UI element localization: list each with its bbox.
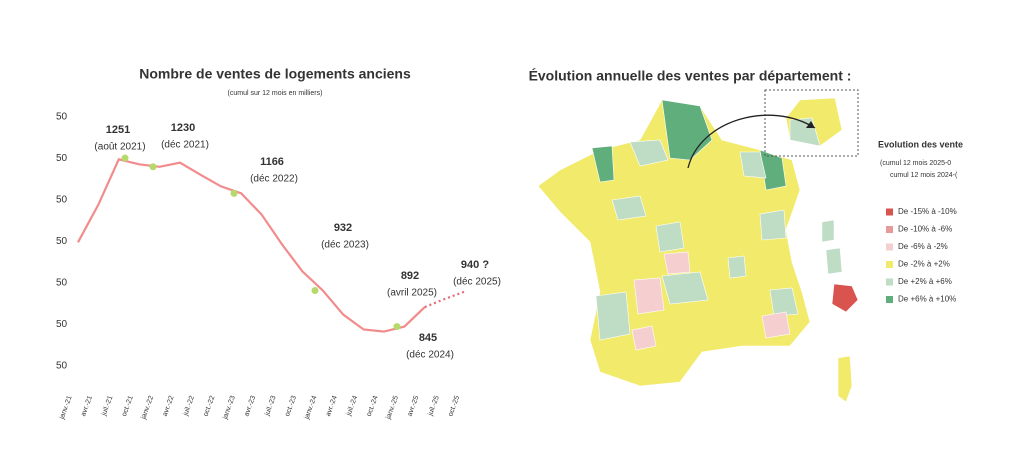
x-tick-label: juil.-23 <box>264 395 278 418</box>
x-tick-label: janv.-25 <box>385 395 400 421</box>
region <box>591 145 615 183</box>
annotation-date: (déc 2021) <box>161 140 209 151</box>
y-tick-label: 50 <box>56 361 68 372</box>
line-chart: 50 50 50 50 50 50 50 janv.-21 avr.-21 juil.-21 oct… <box>56 112 501 422</box>
arrow-head <box>806 121 815 128</box>
annotation-marker <box>311 286 319 294</box>
y-tick-label: 50 <box>56 112 68 123</box>
region <box>727 255 747 279</box>
legend-label: De +2% à +6% <box>898 277 952 286</box>
x-tick-label: oct.-21 <box>121 395 135 418</box>
x-tick-label: juil.-25 <box>427 395 441 418</box>
island <box>831 283 859 313</box>
legend-label: De -6% à -2% <box>898 242 948 251</box>
legend-swatch <box>886 243 893 251</box>
chart-title: Nombre de ventes de logements anciens <box>139 66 411 82</box>
x-tick-label: avr.-25 <box>407 395 421 418</box>
x-tick-label: avr.-22 <box>162 395 176 418</box>
region <box>631 325 657 351</box>
legend-swatch <box>886 296 893 303</box>
annotation-marker <box>393 323 401 331</box>
annotation-date: (déc 2025) <box>453 277 501 288</box>
legend-swatch <box>886 278 893 286</box>
x-tick-label: oct.-22 <box>203 395 217 418</box>
legend-swatch <box>886 261 893 268</box>
region <box>595 291 631 341</box>
legend-label: De -2% à +2% <box>898 260 950 269</box>
y-tick-label: 50 <box>56 319 68 330</box>
x-tick-label: avr.-24 <box>325 395 339 418</box>
annotation-date: (déc 2022) <box>250 174 298 185</box>
y-tick-label: 50 <box>56 195 68 206</box>
x-tick-label: janv.-22 <box>140 395 155 421</box>
x-tick-label: juil.-21 <box>100 395 114 418</box>
region <box>761 311 791 339</box>
legend-swatch <box>886 208 893 216</box>
annotation-value: 1230 <box>171 122 195 134</box>
legend-note: cumul 12 mois 2024-( <box>890 172 958 179</box>
region <box>769 287 799 317</box>
annotation-value: 940 ? <box>461 259 489 271</box>
region <box>629 139 669 167</box>
x-tick-label: janv.-21 <box>58 395 73 421</box>
chart-subtitle: (cumul sur 12 mois en milliers) <box>228 90 323 97</box>
inset-frame <box>764 89 859 157</box>
x-tick-label: juil.-22 <box>182 395 196 418</box>
annotation-marker <box>230 189 238 197</box>
region <box>759 209 787 241</box>
annotation-marker <box>121 154 129 162</box>
legend-label: De -15% à -10% <box>898 207 957 216</box>
region <box>663 251 691 275</box>
annotation-date: (août 2021) <box>94 142 145 153</box>
legend-label: De +6% à +10% <box>898 295 956 304</box>
annotation-value: 1251 <box>106 124 130 136</box>
x-tick-label: oct.-24 <box>366 395 380 418</box>
region <box>739 151 767 179</box>
region <box>655 221 685 253</box>
arrow <box>687 114 816 169</box>
annotation-date: (déc 2023) <box>321 240 369 251</box>
y-tick-label: 50 <box>56 153 68 164</box>
x-tick-label: janv.-23 <box>222 395 237 421</box>
legend-title: Evolution des vente <box>878 139 963 149</box>
annotation-value: 932 <box>334 222 352 234</box>
series-line <box>424 290 466 309</box>
annotation-value: 892 <box>401 270 419 282</box>
island <box>837 355 853 403</box>
map <box>537 89 859 403</box>
region <box>633 277 665 315</box>
y-tick-label: 50 <box>56 236 68 247</box>
island <box>825 247 843 275</box>
annotation-value: 1166 <box>260 156 284 168</box>
island <box>821 219 835 243</box>
x-tick-label: oct.-25 <box>447 395 461 418</box>
annotation-marker <box>149 163 157 171</box>
legend-swatch <box>886 226 893 233</box>
legend: De -15% à -10% De -10% à -6% De -6% à -2% D… <box>886 207 957 304</box>
annotation-date: (avril 2025) <box>387 288 437 299</box>
legend-label: De -10% à -6% <box>898 225 952 234</box>
region <box>661 271 709 305</box>
annotation-value: 845 <box>419 332 437 344</box>
x-tick-label: oct.-23 <box>284 395 298 418</box>
annotation-date: (déc 2024) <box>406 350 454 361</box>
legend-note: (cumul 12 mois 2025-0 <box>880 160 951 167</box>
x-tick-label: avr.-21 <box>80 395 94 418</box>
x-tick-label: juil.-24 <box>345 395 359 418</box>
series-line <box>77 158 426 333</box>
region <box>611 195 647 221</box>
x-tick-label: avr.-23 <box>243 395 257 418</box>
map-title: Évolution annuelle des ventes par départ… <box>529 68 852 84</box>
x-tick-label: janv.-24 <box>303 395 318 421</box>
y-tick-label: 50 <box>56 278 68 289</box>
